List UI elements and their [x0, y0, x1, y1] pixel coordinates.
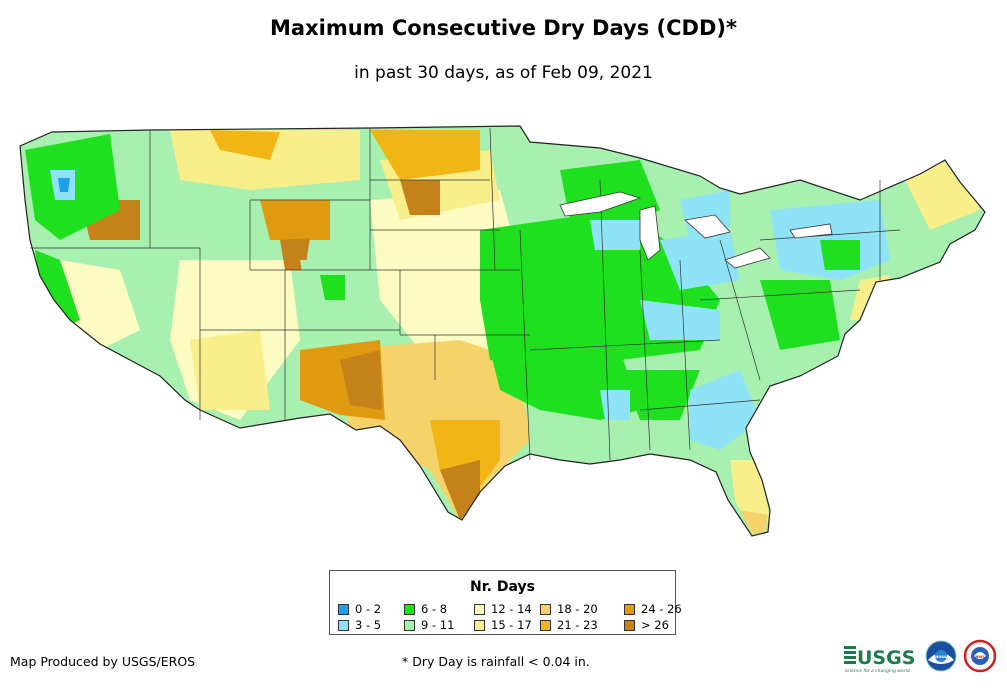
legend-item: 18 - 20 [540, 601, 624, 617]
legend-label: 18 - 20 [557, 602, 598, 616]
legend-item: 9 - 11 [404, 617, 474, 633]
noaa-label: NOAA [935, 655, 947, 659]
usgs-tagline: science for a changing world [845, 668, 910, 674]
map-title: Maximum Consecutive Dry Days (CDD)* [270, 16, 737, 40]
legend-swatch [540, 603, 551, 615]
usgs-logo: USGS science for a changing world [844, 646, 915, 674]
legend-swatch [474, 603, 485, 615]
legend-item: 12 - 14 [474, 601, 540, 617]
legend-swatch [338, 619, 349, 631]
legend-label: 24 - 26 [641, 602, 682, 616]
legend-item: 21 - 23 [540, 617, 624, 633]
legend-swatch [474, 619, 485, 631]
noaa-logo: NOAA [925, 640, 957, 672]
legend: Nr. Days 0 - 2 3 - 5 6 - 8 9 - 11 12 - 1… [329, 570, 682, 635]
nws-label: NWS [975, 655, 985, 659]
legend-label: > 26 [641, 618, 669, 632]
legend-swatch [404, 619, 415, 631]
legend-label: 21 - 23 [557, 618, 598, 632]
dry-day-footnote: * Dry Day is rainfall < 0.04 in. [402, 654, 590, 669]
legend-label: 9 - 11 [421, 618, 455, 632]
map-credit: Map Produced by USGS/EROS [10, 654, 196, 669]
legend-item: 24 - 26 [624, 601, 684, 617]
legend-swatch [624, 603, 635, 615]
legend-item: 0 - 2 [338, 601, 404, 617]
cdd-map [19, 125, 986, 537]
legend-label: 3 - 5 [355, 618, 382, 632]
legend-label: 12 - 14 [491, 602, 532, 616]
legend-item: 15 - 17 [474, 617, 540, 633]
map-subtitle: in past 30 days, as of Feb 09, 2021 [354, 63, 653, 83]
usgs-wordmark: USGS [857, 647, 915, 669]
legend-label: 15 - 17 [491, 618, 532, 632]
legend-swatch [338, 603, 349, 615]
legend-grid: 0 - 2 3 - 5 6 - 8 9 - 11 12 - 14 15 - 17… [338, 601, 684, 633]
legend-label: 0 - 2 [355, 602, 382, 616]
legend-swatch [540, 619, 551, 631]
legend-title: Nr. Days [470, 579, 535, 595]
legend-swatch [404, 603, 415, 615]
legend-label: 6 - 8 [421, 602, 448, 616]
legend-swatch [624, 619, 635, 631]
legend-item: 3 - 5 [338, 617, 404, 633]
legend-item: > 26 [624, 617, 684, 633]
legend-item: 6 - 8 [404, 601, 474, 617]
agency-logos: USGS science for a changing world NOAA N… [844, 639, 997, 674]
nws-logo: NWS [963, 639, 997, 673]
